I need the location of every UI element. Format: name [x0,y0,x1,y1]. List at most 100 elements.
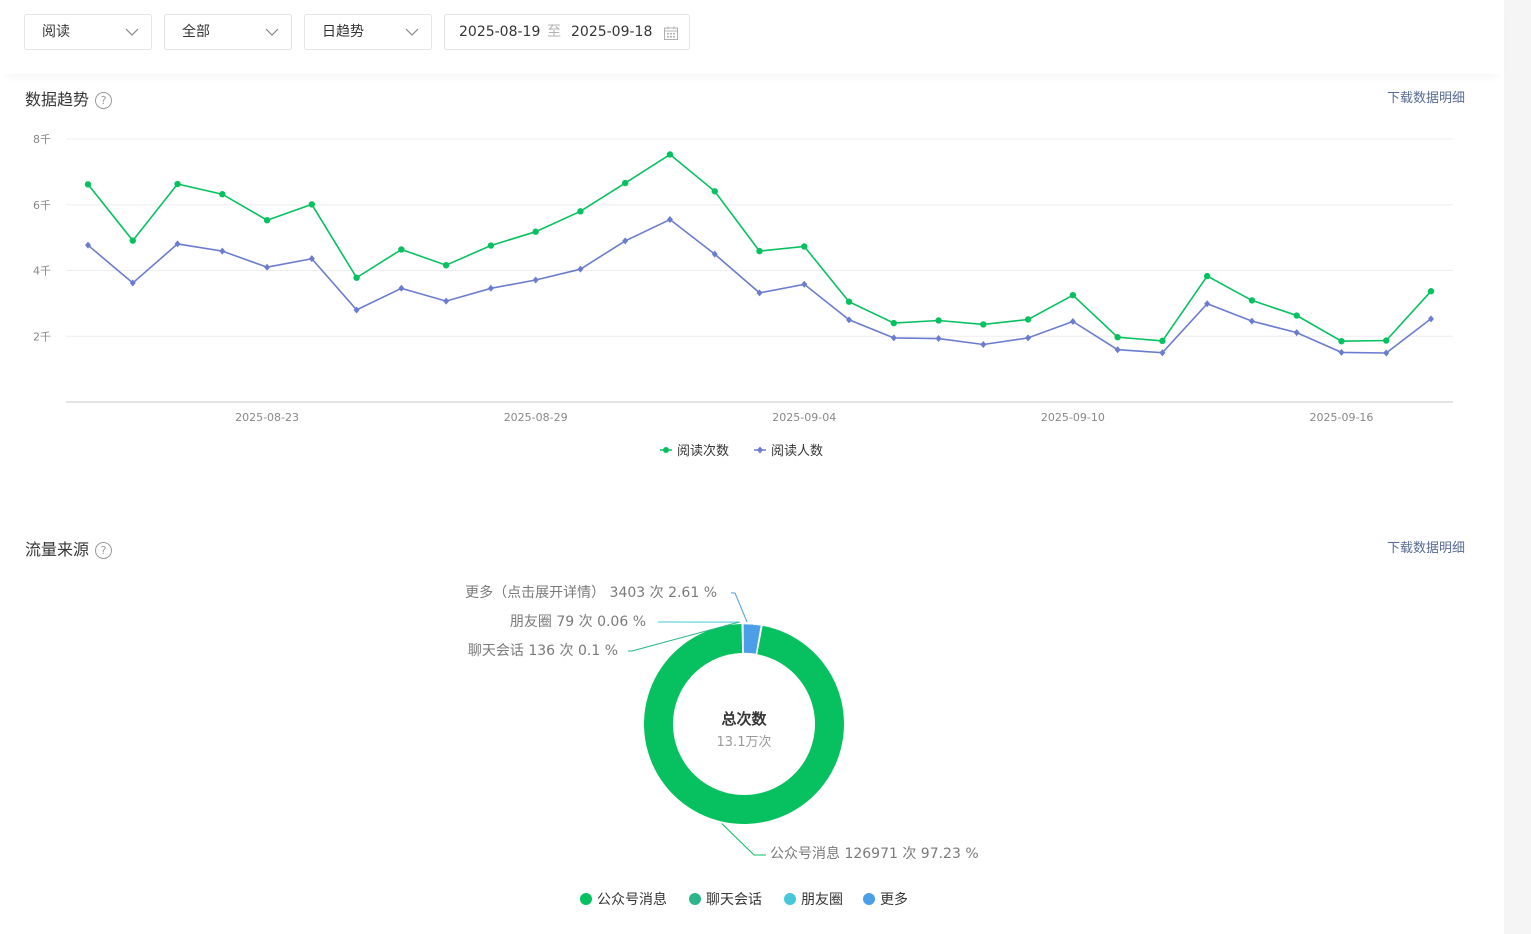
data-point [398,284,405,292]
filter-toolbar: 阅读 全部 日趋势 2025-08-19 至 2025-09-18 [0,0,1504,74]
data-point [666,216,673,224]
data-point [1383,349,1390,357]
data-point [1024,316,1032,323]
granularity-select[interactable]: 日趋势 [304,14,432,50]
data-point [174,180,181,188]
series-line-阅读人数 [87,218,1432,354]
data-point [264,263,271,271]
data-point [801,243,808,250]
data-point [935,317,942,324]
legend-dot [863,893,875,905]
legend-item-朋友圈[interactable]: 朋友圈 [784,892,843,908]
help-icon[interactable]: ? [95,542,113,559]
legend-label: 聊天会话 [706,892,762,908]
data-point [1069,291,1077,299]
x-tick-label: 2025-09-16 [1309,411,1373,424]
x-tick-label: 2025-09-10 [1041,411,1105,424]
data-point [1114,346,1121,354]
date-start[interactable]: 2025-08-19 [459,24,541,40]
data-point [174,240,181,248]
data-point [532,276,539,284]
data-point [353,306,360,314]
data-point [487,284,494,292]
callout-label: 公众号消息 126971 次 97.23 % [770,845,979,862]
data-point [980,340,987,348]
data-point [1338,348,1345,356]
data-point [1025,334,1032,342]
data-point [219,191,226,198]
callout-line [721,823,766,856]
legend-label: 阅读次数 [677,443,729,459]
x-tick-label: 2025-08-23 [235,411,299,424]
donut-center-title: 总次数 [721,710,767,728]
data-point [1248,297,1256,304]
scope-select[interactable]: 全部 [164,14,292,50]
data-point [801,280,808,288]
traffic-download-link[interactable]: 下载数据明细 [1386,541,1465,556]
data-point [711,250,718,258]
legend-item-公众号消息[interactable]: 公众号消息 [580,891,667,908]
data-point [1203,272,1211,280]
x-tick-label: 2025-08-29 [504,411,568,424]
y-tick-label: 4千 [33,265,51,278]
help-icon[interactable]: ? [95,92,113,109]
donut-slice-公众号消息 [643,624,844,824]
data-point [622,237,629,245]
data-point [353,274,360,281]
data-point [84,181,92,188]
data-point [756,247,763,255]
y-tick-label: 2千 [33,330,51,343]
data-point [890,319,897,327]
data-point [711,188,718,195]
y-tick-label: 8千 [33,133,51,146]
trend-title-text: 数据趋势 [25,90,90,109]
trend-download-link[interactable]: 下载数据明细 [1386,91,1465,106]
data-point [1159,349,1166,357]
data-point [666,151,674,158]
chevron-down-icon [265,28,279,36]
legend-dot [580,893,592,905]
data-point [398,246,405,253]
data-point [577,265,584,273]
data-point [129,237,136,244]
data-point [1383,337,1390,344]
donut-center-value: 13.1万次 [717,734,772,750]
legend-label: 公众号消息 [597,891,667,908]
metric-select[interactable]: 阅读 [24,14,152,50]
legend-dot [689,893,701,905]
data-point [219,247,226,255]
chevron-down-icon [405,28,419,36]
data-point [577,208,584,215]
data-point [1069,317,1076,325]
data-point [1427,288,1435,295]
data-point [129,279,136,287]
data-point [487,242,495,249]
callout-label: 更多（点击展开详情） 3403 次 2.61 % [465,584,717,601]
scope-select-value: 全部 [182,24,210,40]
traffic-section-title: 流量来源? [25,536,113,560]
legend-dot [784,893,796,905]
date-range-picker[interactable]: 2025-08-19 至 2025-09-18 [444,14,690,50]
date-separator: 至 [547,24,561,40]
legend-label: 阅读人数 [771,444,823,459]
legend-label: 更多 [880,891,908,908]
data-point [756,289,763,297]
data-point [85,241,91,249]
data-point [532,228,539,235]
data-point [308,201,316,208]
callout-label: 聊天会话 136 次 0.1 % [468,643,618,659]
donut-slice-朋友圈 [742,623,744,654]
data-point [442,262,450,269]
data-point [845,298,853,305]
scrollbar-track[interactable] [1504,0,1531,934]
data-point [846,316,853,324]
legend-item-聊天会话[interactable]: 聊天会话 [689,892,762,908]
calendar-icon[interactable] [663,25,679,41]
trend-section-title: 数据趋势? [25,86,113,110]
data-point [308,255,315,263]
traffic-title-text: 流量来源 [25,540,90,559]
legend-item-更多[interactable]: 更多 [863,891,908,908]
callout-line [628,621,740,652]
date-end[interactable]: 2025-09-18 [571,24,653,40]
granularity-select-value: 日趋势 [322,24,364,40]
